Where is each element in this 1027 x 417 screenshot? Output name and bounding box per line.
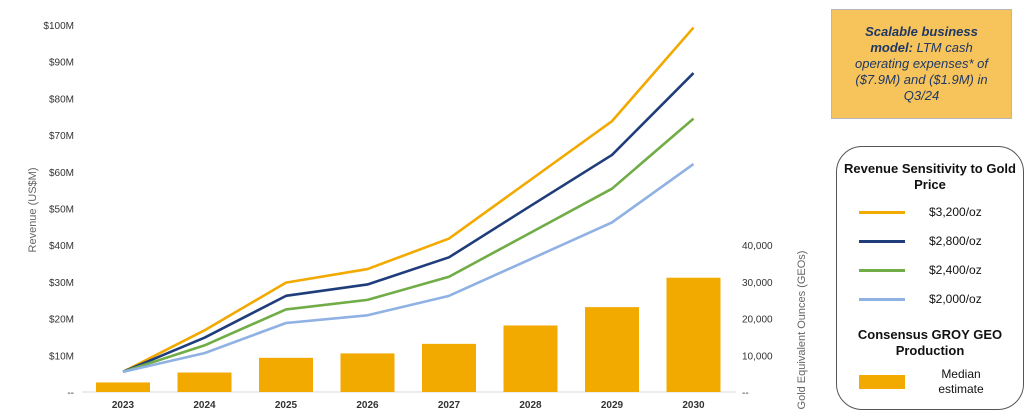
x-tick-label: 2024 <box>193 400 216 411</box>
legend-line-swatch <box>859 298 905 301</box>
callout-text: Scalable business model: LTM cash operat… <box>846 24 997 104</box>
y2-axis-ticks: -- 10,000 20,000 30,000 40,000 <box>742 241 773 399</box>
y-axis-ticks: -- $10M $20M $30M $40M $50M $60M $70M $80M $90M $1… <box>43 21 74 399</box>
legend-item-label: $2,400/oz <box>929 263 982 277</box>
x-tick-label: 2030 <box>682 400 705 411</box>
x-tick-label: 2023 <box>112 400 135 411</box>
revenue-series-line <box>122 72 695 374</box>
y2-tick-label: 20,000 <box>742 315 773 326</box>
y-tick-label: $90M <box>49 58 74 69</box>
revenue-chart: Revenue (US$M) Gold Equivalent Ounces (G… <box>27 21 808 411</box>
revenue-lines <box>122 26 695 374</box>
y-tick-label: $70M <box>49 131 74 142</box>
geo-production-bars <box>96 277 721 392</box>
x-tick-label: 2029 <box>601 400 624 411</box>
legend-item: $3,200/oz <box>859 205 1009 219</box>
legend-title: Revenue Sensitivity to Gold Price <box>844 161 1016 192</box>
y-tick-label: $60M <box>49 168 74 179</box>
y2-tick-label: -- <box>742 388 749 399</box>
x-tick-label: 2025 <box>275 400 298 411</box>
revenue-series-line <box>122 117 695 374</box>
y-tick-label: $20M <box>49 315 74 326</box>
y2-axis-title: Gold Equivalent Ounces (GEOs) <box>796 251 808 410</box>
y2-tick-label: 30,000 <box>742 278 773 289</box>
y-tick-label: $100M <box>43 21 74 32</box>
geo-bar <box>340 353 395 392</box>
legend-line-swatch <box>859 211 905 214</box>
callout-bold-text: Scalable business model: <box>865 24 978 55</box>
geo-bar <box>96 382 150 392</box>
y-tick-label: $10M <box>49 351 74 362</box>
legend-item: $2,000/oz <box>859 292 1009 306</box>
x-tick-label: 2026 <box>356 400 379 411</box>
callout-body-text: LTM cash operating expenses* of ($7.9M) … <box>855 40 988 103</box>
y2-tick-label: 10,000 <box>742 351 773 362</box>
x-axis-ticks: 2023 2024 2025 2026 2027 2028 2029 2030 <box>112 400 705 411</box>
y-tick-label: $30M <box>49 278 74 289</box>
legend-line-swatch <box>859 240 905 243</box>
y2-tick-label: 40,000 <box>742 241 773 252</box>
legend-bar-label: Median estimate <box>938 367 984 396</box>
legend-line-swatch <box>859 269 905 272</box>
revenue-series-line <box>122 26 695 373</box>
legend-item: $2,800/oz <box>859 234 1009 248</box>
x-tick-label: 2027 <box>438 400 461 411</box>
legend-item-label: $3,200/oz <box>929 205 982 219</box>
geo-bar <box>503 325 558 392</box>
revenue-series-line <box>122 163 695 374</box>
x-tick-label: 2028 <box>519 400 542 411</box>
y-tick-label: -- <box>67 388 74 399</box>
y-tick-label: $40M <box>49 241 74 252</box>
geo-bar <box>177 372 232 392</box>
scalable-business-callout: Scalable business model: LTM cash operat… <box>831 9 1012 119</box>
geo-bar <box>585 307 639 392</box>
geo-bar <box>422 343 476 392</box>
legend-bar-title: Consensus GROY GEO Production <box>857 327 1003 358</box>
legend-item-label: $2,800/oz <box>929 234 982 248</box>
legend-bar-swatch <box>859 375 905 389</box>
legend-item: $2,400/oz <box>859 263 1009 277</box>
y-tick-label: $80M <box>49 94 74 105</box>
y-tick-label: $50M <box>49 205 74 216</box>
y-axis-title: Revenue (US$M) <box>27 168 39 253</box>
legend-item-label: $2,000/oz <box>929 292 982 306</box>
chart-legend: Revenue Sensitivity to Gold Price $3,200… <box>836 146 1024 410</box>
geo-bar <box>259 357 313 392</box>
geo-bar <box>666 277 721 392</box>
